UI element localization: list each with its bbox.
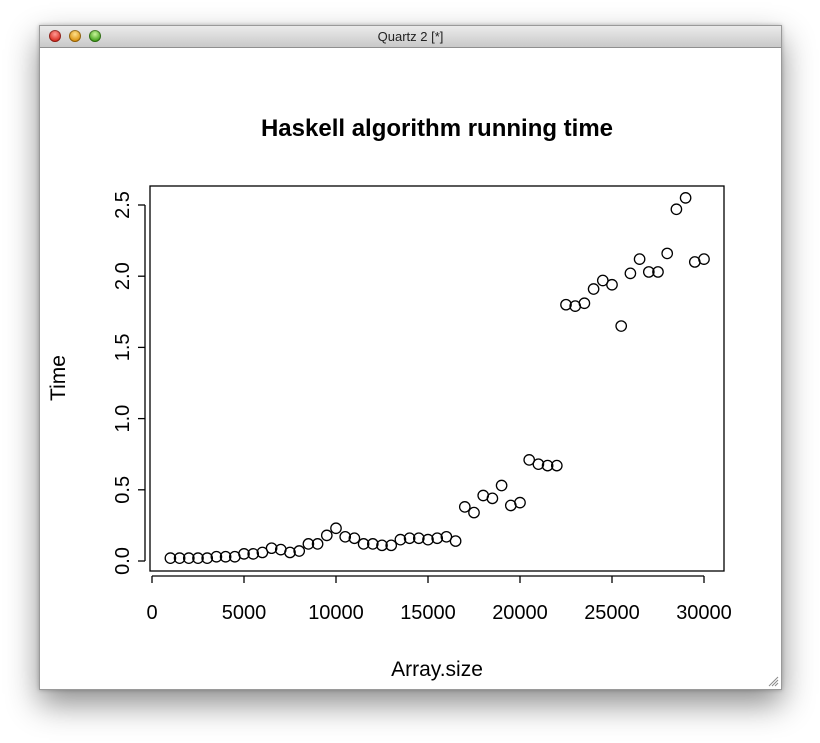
data-point: [284, 546, 296, 559]
x-axis: 0 5000 10000 15000 20000 25000 30000: [146, 575, 732, 624]
data-point: [606, 278, 618, 291]
data-point: [173, 552, 186, 565]
y-axis: 0.0 0.5 1.0 1.5 2.0 2.5: [112, 191, 146, 575]
data-point: [330, 522, 342, 535]
data-point: [514, 496, 526, 509]
data-point: [311, 538, 324, 550]
quartz-window: Quartz 2 [*] Haskell algorithm running t…: [39, 25, 782, 690]
data-point: [679, 192, 692, 204]
y-tick-label: 0.0: [112, 547, 134, 575]
data-point: [357, 538, 370, 550]
data-point: [458, 501, 471, 513]
data-point: [550, 459, 563, 472]
data-point: [256, 546, 269, 559]
data-point: [394, 533, 407, 546]
x-tick-label: 20000: [492, 602, 548, 624]
data-point: [238, 548, 250, 560]
data-point: [366, 538, 379, 550]
y-tick-label: 2.5: [112, 191, 134, 219]
data-point: [587, 283, 600, 295]
y-tick-label: 1.5: [112, 333, 134, 361]
data-point: [578, 297, 591, 310]
data-point: [376, 539, 388, 552]
x-tick-label: 30000: [676, 602, 732, 624]
data-point: [182, 552, 195, 565]
data-point: [219, 550, 232, 563]
data-point: [532, 458, 545, 471]
data-point: [440, 530, 453, 543]
scatter-plot: Haskell algorithm running time 0 5000 1000…: [47, 115, 732, 681]
data-point: [265, 542, 278, 555]
data-point: [449, 535, 462, 547]
data-point: [652, 266, 664, 278]
data-point: [468, 506, 480, 519]
data-point: [642, 266, 655, 278]
data-point: [596, 274, 609, 287]
data-point: [403, 532, 416, 545]
data-point: [412, 532, 425, 545]
window-titlebar[interactable]: Quartz 2 [*]: [40, 26, 781, 48]
x-tick-label: 0: [146, 602, 157, 624]
plot-frame: [149, 185, 725, 572]
close-window-button[interactable]: [49, 30, 61, 42]
data-point: [486, 492, 499, 505]
y-tick-label: 2.0: [112, 262, 134, 290]
data-point: [385, 539, 398, 552]
data-point: [633, 253, 646, 265]
data-point: [164, 552, 177, 565]
data-point: [302, 538, 315, 550]
x-axis-label: Array.size: [391, 658, 483, 681]
data-point: [698, 253, 710, 265]
data-point: [661, 247, 674, 260]
data-point: [495, 479, 508, 492]
data-point: [247, 548, 260, 560]
data-point: [201, 552, 214, 565]
data-point: [615, 320, 628, 332]
data-point: [210, 550, 223, 563]
data-point: [348, 532, 361, 545]
data-point: [192, 552, 204, 565]
y-tick-label: 0.5: [112, 476, 134, 504]
x-tick-label: 10000: [308, 602, 364, 624]
data-point: [339, 530, 352, 543]
x-tick-label: 25000: [584, 602, 640, 624]
data-point: [293, 545, 306, 557]
window-title: Quartz 2 [*]: [377, 29, 444, 44]
data-point: [320, 529, 333, 542]
resize-grip-icon[interactable]: [767, 675, 779, 687]
y-tick-label: 1.0: [112, 405, 134, 433]
data-point: [624, 267, 637, 280]
x-tick-label: 15000: [400, 602, 456, 624]
minimize-window-button[interactable]: [69, 30, 81, 42]
x-tick-label: 5000: [222, 602, 267, 624]
zoom-window-button[interactable]: [89, 30, 101, 42]
data-point: [670, 203, 683, 216]
data-point: [541, 459, 554, 472]
data-point: [431, 532, 444, 545]
data-point: [422, 533, 434, 546]
chart-title: Haskell algorithm running time: [261, 115, 613, 142]
data-point: [523, 454, 536, 466]
data-points: [164, 192, 710, 565]
y-axis-label: Time: [47, 355, 70, 401]
data-point: [560, 298, 572, 311]
